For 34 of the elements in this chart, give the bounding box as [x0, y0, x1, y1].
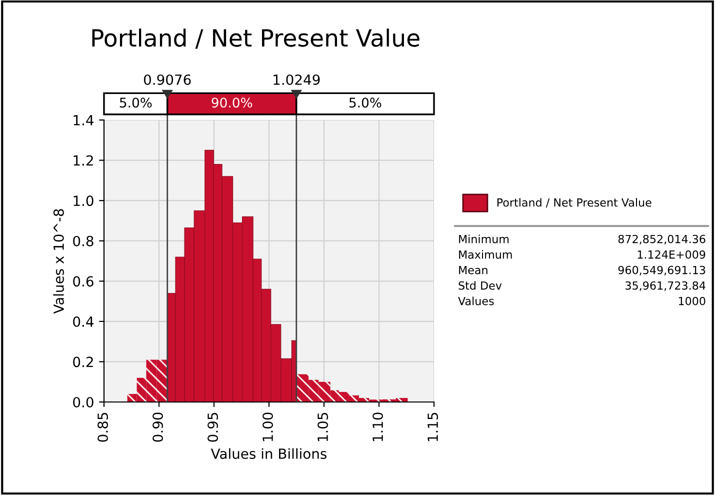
- text: Mean: [459, 266, 488, 274]
- y-tick-label: 1.0: [74, 196, 94, 206]
- y-tick-label: 0.6: [73, 276, 94, 287]
- x-tick-label: 1.00: [262, 412, 274, 442]
- y-tick-label: 0.8: [73, 236, 94, 246]
- y-tick-label: 0.0: [73, 396, 94, 408]
- text: 960,549,691.13: [618, 266, 706, 276]
- text: 5.0%: [120, 98, 152, 108]
- text: 90.0%: [212, 98, 252, 108]
- text: Values: [458, 296, 494, 306]
- ref-line-label: 1.0249: [274, 74, 320, 85]
- text: 35,961,723.84: [626, 281, 706, 291]
- x-tick-label: 0.90: [152, 412, 164, 442]
- text: Minimum: [459, 234, 509, 244]
- text: Maximum: [459, 250, 512, 259]
- text: 872,852,014.36: [618, 234, 706, 244]
- x-tick-label: 0.95: [208, 412, 218, 442]
- x-tick-label: 1.15: [428, 412, 438, 442]
- y-tick-label: 1.4: [74, 115, 94, 126]
- text: 5.0%: [349, 98, 382, 108]
- x-tick-label: 1.05: [318, 412, 328, 442]
- x-axis-title: Values in Billions: [210, 448, 327, 459]
- x-tick-label: 1.10: [372, 412, 384, 442]
- text: Std Dev: [458, 281, 502, 290]
- text: 1000: [678, 296, 706, 306]
- y-tick-label: 0.2: [73, 356, 93, 368]
- y-tick-label: 1.2: [74, 155, 93, 166]
- text: 1.124E+009: [638, 250, 706, 259]
- x-tick-label: 0.85: [98, 412, 108, 442]
- legend-label: Portland / Net Present Value: [497, 198, 652, 208]
- y-tick-label: 0.4: [73, 316, 94, 327]
- ref-line-label: 0.9076: [144, 74, 191, 85]
- chart-title: Portland / Net Present Value: [92, 28, 420, 49]
- y-axis-title: Values x 10^-8: [53, 209, 64, 314]
